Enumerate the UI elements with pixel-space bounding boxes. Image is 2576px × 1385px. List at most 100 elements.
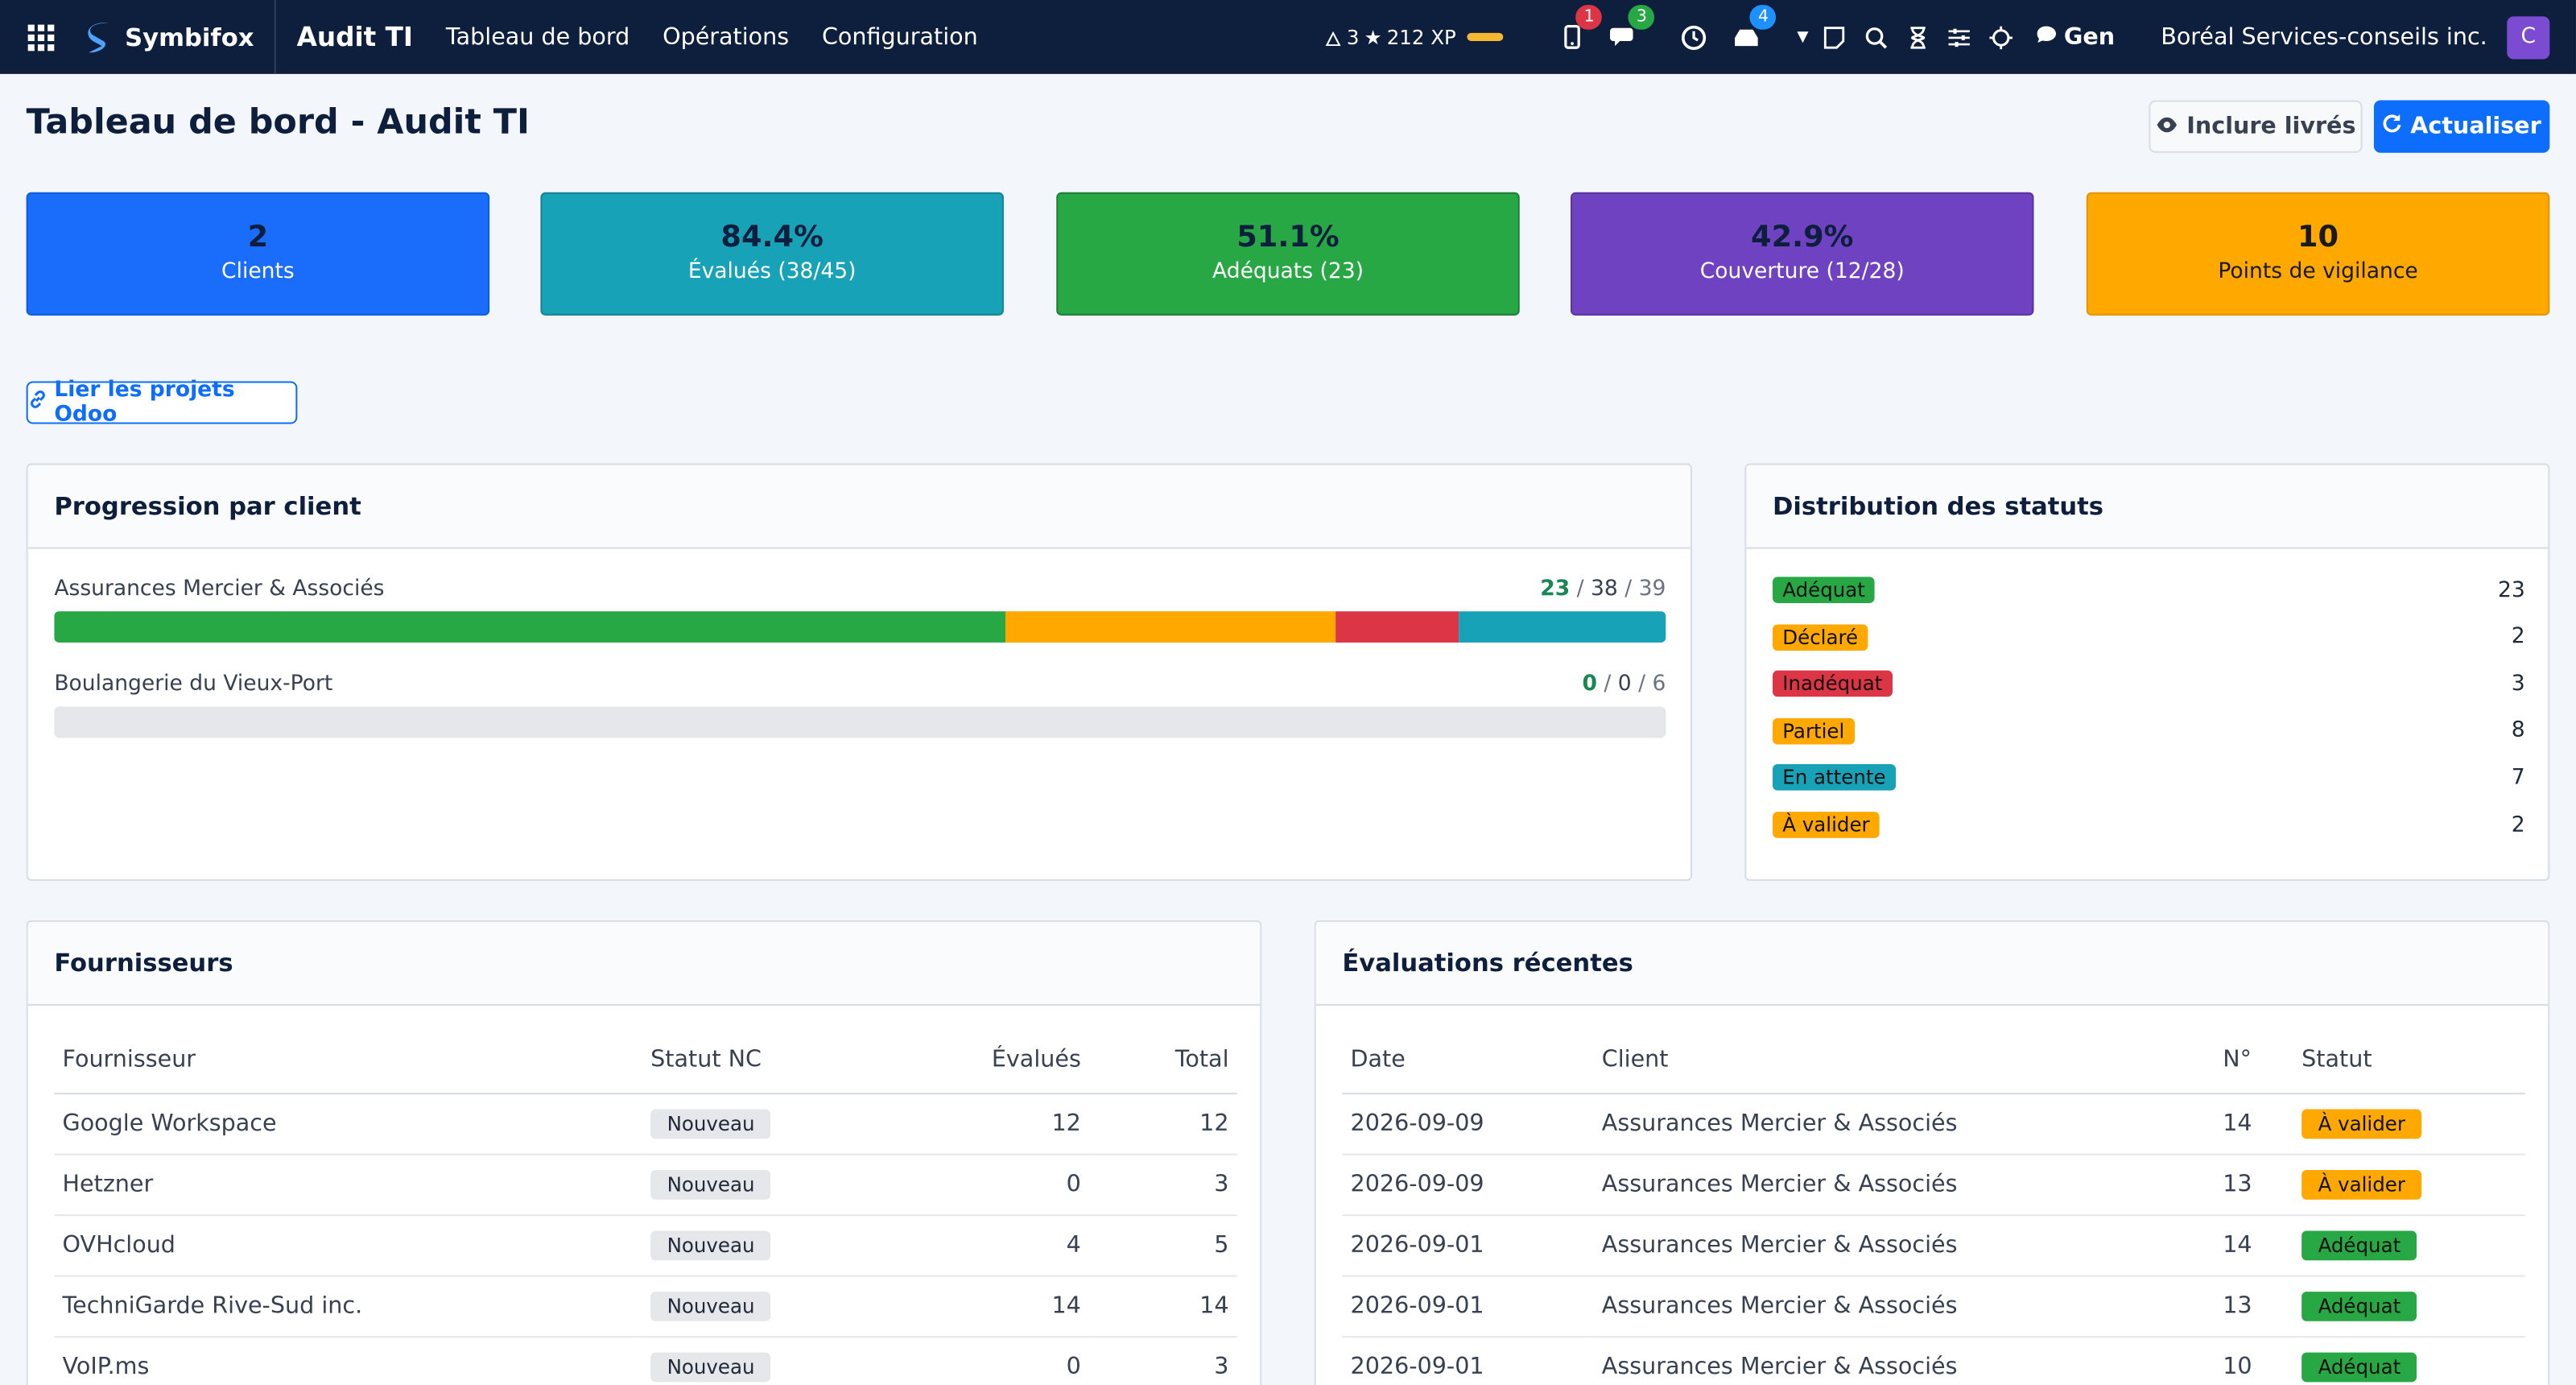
gen-assistant-button[interactable]: Gen (2036, 24, 2115, 51)
clock-icon[interactable] (1674, 17, 1714, 56)
recent-panel-title: Évaluations récentes (1315, 921, 2549, 1006)
flame-icon: 🜂 (1324, 27, 1342, 52)
supplier-name: OVHcloud (54, 1214, 642, 1276)
evaluation-number: 13 (2214, 1275, 2293, 1337)
status-count: 2 (2511, 812, 2525, 837)
status-row[interactable]: En attente 7 (1773, 764, 2525, 792)
menu-operations[interactable]: Opérations (663, 23, 790, 51)
kpi-evaluated-label: Évalués (38/45) (687, 258, 857, 284)
navbar-systray: 🜂 3 ★ 212 XP 1 3 4 ▼ (1324, 0, 2576, 74)
kpi-clients[interactable]: 2 Clients (26, 192, 490, 316)
supplier-row[interactable]: VoIP.ms Nouveau 0 3 (54, 1336, 1237, 1385)
apps-menu-icon[interactable] (0, 0, 82, 74)
status-count: 23 (2497, 577, 2525, 602)
evaluation-row[interactable]: 2026-09-09 Assurances Mercier & Associés 1… (1342, 1153, 2525, 1216)
col-nc-status[interactable]: Statut NC (642, 1027, 906, 1094)
mobile-icon[interactable]: 1 (1553, 4, 1603, 56)
refresh-label: Actualiser (2410, 113, 2541, 140)
refresh-button[interactable]: Actualiser (2373, 100, 2550, 153)
supplier-row[interactable]: Google Workspace Nouveau 12 12 (54, 1093, 1237, 1155)
progress-panel-title: Progression par client (27, 465, 1690, 549)
user-avatar[interactable]: C (2507, 15, 2550, 59)
kpi-adequate[interactable]: 51.1% Adéquats (23) (1056, 192, 1520, 316)
kpi-vigilance-label: Points de vigilance (2218, 258, 2418, 284)
supplier-evaluated: 0 (905, 1153, 1090, 1216)
nc-status-badge: Nouveau (650, 1291, 771, 1321)
supplier-row[interactable]: OVHcloud Nouveau 4 5 (54, 1214, 1237, 1276)
kpi-coverage[interactable]: 42.9% Couverture (12/28) (1571, 192, 2034, 316)
chat-icon[interactable]: 3 (1606, 4, 1655, 56)
menu-tableau-de-bord[interactable]: Tableau de bord (445, 23, 630, 51)
supplier-row[interactable]: TechniGarde Rive-Sud inc. Nouveau 14 14 (54, 1275, 1237, 1337)
evaluation-client: Assurances Mercier & Associés (1593, 1093, 2215, 1155)
hourglass-icon[interactable] (1905, 17, 1931, 56)
kpi-coverage-value: 42.9% (1751, 219, 1854, 254)
include-delivered-button[interactable]: Inclure livrés (2149, 100, 2363, 153)
col-supplier[interactable]: Fournisseur (54, 1027, 642, 1094)
brand[interactable]: Symbifox (82, 0, 276, 74)
client-progress-row[interactable]: Assurances Mercier & Associés 23 / 38 / … (54, 577, 1666, 643)
recent-evaluations-panel: Évaluations récentes Date Client N° Stat… (1314, 920, 2550, 1385)
status-count: 2 (2511, 624, 2525, 650)
supplier-name: VoIP.ms (54, 1336, 642, 1385)
evaluation-status-cell: À valider (2293, 1093, 2525, 1155)
evaluation-row[interactable]: 2026-09-01 Assurances Mercier & Associés 1… (1342, 1336, 2525, 1385)
evaluation-client: Assurances Mercier & Associés (1593, 1214, 2215, 1276)
col-number[interactable]: N° (2214, 1027, 2293, 1094)
progress-segment-inadequate (1335, 611, 1459, 643)
client-progress-row[interactable]: Boulangerie du Vieux-Port 0 / 0 / 6 (54, 672, 1666, 738)
caret-down-icon[interactable]: ▼ (1797, 28, 1809, 46)
kpi-adequate-value: 51.1% (1236, 219, 1340, 254)
chat-badge: 3 (1629, 4, 1655, 29)
evaluation-status-cell: Adéquat (2293, 1214, 2525, 1276)
kpi-evaluated[interactable]: 84.4% Évalués (38/45) (540, 192, 1004, 316)
suppliers-panel-title: Fournisseurs (27, 921, 1261, 1006)
evaluation-row[interactable]: 2026-09-01 Assurances Mercier & Associés 1… (1342, 1214, 2525, 1276)
comment-icon (2036, 24, 2058, 51)
supplier-row[interactable]: Hetzner Nouveau 0 3 (54, 1153, 1237, 1216)
supplier-evaluated: 12 (905, 1093, 1090, 1155)
evaluation-status-badge: Adéquat (2301, 1291, 2417, 1321)
supplier-status-cell: Nouveau (642, 1153, 906, 1216)
supplier-status-cell: Nouveau (642, 1214, 906, 1276)
search-icon[interactable] (1862, 17, 1892, 56)
supplier-evaluated: 0 (905, 1336, 1090, 1385)
kpi-vigilance-value: 10 (2297, 219, 2339, 254)
status-row[interactable]: Déclaré 2 (1773, 623, 2525, 651)
menu-configuration[interactable]: Configuration (821, 23, 978, 51)
gamification-widget[interactable]: 🜂 3 ★ 212 XP (1324, 16, 1505, 57)
inbox-icon[interactable]: 4 (1728, 4, 1777, 56)
col-client[interactable]: Client (1593, 1027, 2215, 1094)
status-row[interactable]: Partiel 8 (1773, 717, 2525, 745)
module-title[interactable]: Audit TI (296, 21, 414, 53)
link-icon (28, 390, 47, 416)
link-odoo-projects-button[interactable]: Lier les projets Odoo (26, 378, 298, 428)
progress-segment-adequate (54, 611, 1005, 643)
col-evaluated[interactable]: Évalués (905, 1027, 1090, 1094)
supplier-status-cell: Nouveau (642, 1336, 906, 1385)
suppliers-panel: Fournisseurs Fournisseur Statut NC Évalu… (26, 920, 1262, 1385)
bug-icon[interactable] (1987, 17, 2017, 56)
supplier-name: Hetzner (54, 1153, 642, 1216)
evaluation-row[interactable]: 2026-09-09 Assurances Mercier & Associés 1… (1342, 1093, 2525, 1155)
status-row[interactable]: À valider 2 (1773, 812, 2525, 838)
status-row[interactable]: Adéquat 23 (1773, 577, 2525, 603)
link-odoo-projects-label: Lier les projets Odoo (54, 378, 235, 428)
note-icon[interactable] (1819, 17, 1849, 56)
col-status[interactable]: Statut (2293, 1027, 2525, 1094)
evaluation-row[interactable]: 2026-09-01 Assurances Mercier & Associés 1… (1342, 1275, 2525, 1337)
client-total-count: 39 (1638, 577, 1666, 602)
company-switcher[interactable]: Boréal Services-conseils inc. (2161, 23, 2487, 51)
kpi-clients-value: 2 (247, 219, 269, 254)
kpi-vigilance[interactable]: 10 Points de vigilance (2086, 192, 2550, 316)
suppliers-table: Fournisseur Statut NC Évalués Total Goog… (54, 1027, 1237, 1385)
nc-status-badge: Nouveau (650, 1169, 771, 1199)
evaluation-status-cell: Adéquat (2293, 1336, 2525, 1385)
client-progress-counts: 0 / 0 / 6 (1582, 672, 1666, 697)
status-row[interactable]: Inadéquat 3 (1773, 671, 2525, 697)
col-total[interactable]: Total (1089, 1027, 1237, 1094)
status-distribution-panel: Distribution des statuts Adéquat 23 Déclar… (1744, 463, 2550, 881)
col-date[interactable]: Date (1342, 1027, 1594, 1094)
evaluation-status-badge: À valider (2301, 1169, 2422, 1199)
sliders-icon[interactable] (1944, 17, 1974, 56)
